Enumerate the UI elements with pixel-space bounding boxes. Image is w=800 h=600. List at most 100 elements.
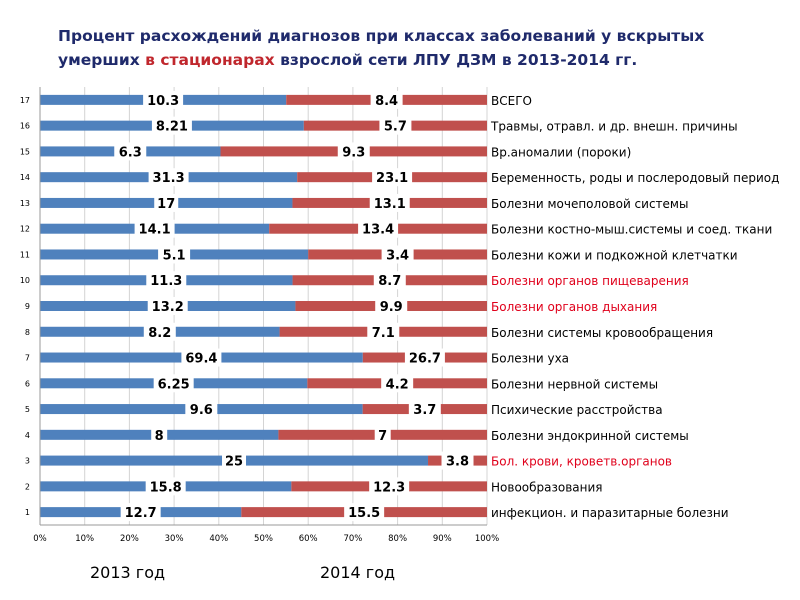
data-label-bg-2013 (120, 503, 161, 522)
category-labels: инфекцион. и паразитарные болезни Новообр… (490, 94, 779, 520)
data-label-2014: 13.1 (374, 197, 406, 212)
title-line2-end: взрослой сети ЛПУ ДЗМ в 2013-2014 гг. (280, 51, 638, 69)
x-tick-label: 80% (388, 534, 407, 544)
data-label-2014: 13.4 (362, 223, 394, 238)
y-tick-label: 10 (20, 276, 30, 285)
category-label: Болезни уха (491, 352, 569, 366)
y-tick-label: 8 (25, 328, 30, 337)
data-label-bg-2014 (369, 193, 410, 212)
data-label-bg-2013 (143, 90, 184, 109)
data-label-bg-2013 (147, 297, 188, 315)
data-label-bg-2014 (367, 322, 400, 341)
data-label-2014: 15.5 (348, 506, 380, 521)
axes: 0% 10% 20% 30% 40% 50% 60% 70% 80% 90% 100%1234567… (20, 87, 499, 544)
category-label: Вр.аномалии (пороки) (491, 145, 631, 159)
x-tick-label: 100% (475, 534, 499, 544)
data-label-2014: 8.4 (375, 94, 398, 109)
category-label: Болезни нервной системы (491, 377, 658, 391)
data-label-2013: 10.3 (147, 94, 179, 109)
data-label-2013: 8.21 (156, 120, 188, 135)
y-tick-label: 11 (20, 250, 30, 259)
data-label-2013: 13.2 (152, 300, 184, 315)
category-label: Бол. крови, кроветв.органов (491, 455, 672, 469)
y-tick-label: 2 (25, 482, 30, 491)
data-label-2014: 3.7 (413, 403, 436, 418)
y-tick-label: 16 (20, 122, 30, 131)
x-tick-label: 70% (343, 534, 362, 544)
data-label-2013: 25 (225, 455, 243, 470)
data-label-2014: 5.7 (384, 120, 407, 135)
data-label-2013: 8.2 (148, 326, 171, 341)
data-label-bg-2013 (153, 374, 194, 393)
y-tick-label: 1 (25, 508, 30, 517)
data-label-2013: 6.3 (119, 145, 142, 160)
data-label-2014: 9.9 (380, 300, 403, 315)
data-label-2013: 15.8 (150, 480, 182, 495)
data-label-2014: 8.7 (378, 274, 401, 289)
category-label: Психические расстройства (491, 403, 663, 417)
data-label-bg-2014 (370, 90, 403, 109)
stacked-bar-chart: 12.7 15.515.8 12.325 3.88 79.6 3.76.25 4.269.4… (20, 87, 779, 544)
data-label-bg-2014 (404, 348, 445, 367)
data-label-2014: 9.3 (342, 145, 365, 160)
data-label-bg-2013 (154, 193, 179, 212)
data-label-bg-2014 (381, 374, 414, 393)
data-label-2014: 7.1 (372, 326, 395, 341)
y-tick-label: 3 (25, 457, 30, 466)
y-tick-label: 14 (20, 173, 30, 182)
data-label-bg-2014 (372, 168, 413, 187)
x-tick-label: 10% (75, 534, 94, 544)
x-tick-label: 50% (254, 534, 273, 544)
data-label-bg-2013 (185, 400, 218, 419)
data-label-bg-2014 (379, 116, 412, 135)
x-tick-label: 30% (165, 534, 184, 544)
data-labels: 12.7 15.5 15.8 12.3 25 3.8 8 7 9.6 3.7 6.25 4.2 69.4… (114, 90, 474, 522)
data-label-bg-2013 (151, 425, 168, 444)
y-tick-label: 9 (25, 302, 30, 311)
title-line2-start: умерших (58, 51, 140, 69)
title-line1: Процент расхождений диагнозов при класса… (58, 27, 705, 45)
data-label-bg-2014 (369, 477, 410, 496)
data-label-bg-2013 (145, 477, 186, 496)
data-label-bg-2013 (151, 116, 192, 135)
data-label-2013: 69.4 (185, 352, 217, 367)
data-label-2013: 31.3 (153, 171, 185, 186)
category-label: Болезни органов дыхания (491, 300, 657, 314)
data-label-bg-2014 (337, 142, 370, 161)
data-label-bg-2013 (134, 219, 175, 238)
y-tick-label: 13 (20, 199, 30, 208)
data-label-2014: 26.7 (409, 352, 441, 367)
data-label-bg-2014 (381, 245, 414, 264)
category-label: Болезни органов пищеварения (491, 274, 689, 288)
data-label-bg-2014 (358, 219, 399, 238)
data-label-bg-2014 (441, 451, 474, 470)
data-label-bg-2013 (222, 451, 247, 470)
data-label-bg-2014 (344, 503, 385, 522)
category-label: Болезни системы кровообращения (491, 326, 713, 340)
data-label-2013: 8 (155, 429, 164, 444)
x-tick-label: 90% (433, 534, 452, 544)
data-label-2014: 12.3 (373, 480, 405, 495)
y-tick-label: 12 (20, 225, 30, 234)
data-label-bg-2013 (158, 245, 191, 264)
y-tick-label: 17 (20, 96, 30, 105)
data-label-2014: 4.2 (386, 377, 409, 392)
y-tick-label: 5 (25, 405, 30, 414)
data-label-bg-2014 (374, 425, 391, 444)
data-label-bg-2014 (373, 271, 406, 290)
data-label-2013: 9.6 (190, 403, 213, 418)
data-label-2013: 11.3 (150, 274, 182, 289)
data-label-2014: 23.1 (376, 171, 408, 186)
data-label-2014: 7 (378, 429, 387, 444)
data-label-2014: 3.4 (386, 248, 409, 263)
category-label: Болезни костно-мыш.системы и соед. ткани (491, 223, 772, 237)
data-label-bg-2013 (114, 142, 147, 161)
data-label-bg-2013 (181, 348, 222, 367)
x-tick-label: 0% (33, 534, 47, 544)
data-label-2014: 3.8 (446, 455, 469, 470)
x-tick-label: 60% (299, 534, 318, 544)
y-tick-label: 15 (20, 147, 30, 156)
chart-title: Процент расхождений диагнозов при класса… (58, 24, 758, 72)
x-tick-label: 20% (120, 534, 139, 544)
category-label: Болезни кожи и подкожной клетчатки (491, 248, 738, 262)
